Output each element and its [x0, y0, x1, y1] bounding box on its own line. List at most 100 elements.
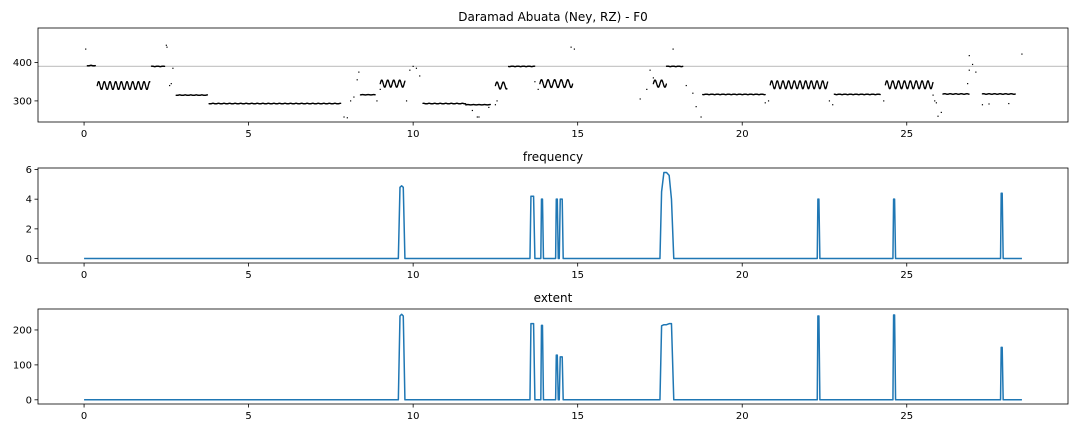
f0-point [662, 81, 664, 83]
f0-point [122, 85, 124, 87]
f0-point [350, 100, 352, 102]
f0-point [125, 83, 127, 85]
f0-xtick-label: 0 [81, 129, 87, 140]
f0-point [803, 83, 805, 85]
f0-point [388, 83, 390, 85]
f0-point [784, 85, 786, 87]
f0-point [814, 86, 816, 88]
f0-point [928, 83, 930, 85]
f0-point [791, 87, 793, 89]
f0-point [555, 81, 557, 83]
f0-point [905, 84, 907, 87]
f0-point [147, 86, 149, 88]
f0-point [823, 84, 825, 86]
f0-point [549, 83, 551, 85]
f0-point [559, 81, 561, 83]
f0-point [542, 81, 544, 83]
extent-ticks: 0 5 10 15 20 25 0 100 200 [13, 325, 913, 422]
f0-point [786, 84, 788, 86]
f0-point [116, 86, 118, 88]
f0-point [774, 85, 777, 87]
f0-point [98, 82, 101, 84]
f0-point [775, 82, 777, 84]
frequency-ytick-label: 4 [26, 195, 32, 206]
frequency-xtick-label: 20 [736, 270, 749, 281]
f0-point [775, 83, 777, 86]
f0-point [891, 82, 893, 84]
f0-point [820, 86, 822, 88]
f0-point [922, 81, 924, 83]
f0-point [911, 85, 913, 88]
f0-point [382, 82, 384, 85]
f0-point [789, 84, 791, 86]
f0-point [913, 85, 915, 87]
f0-point [769, 84, 771, 86]
f0-point [811, 82, 813, 84]
f0-point [565, 82, 567, 84]
f0-point [800, 84, 803, 87]
f0-point [107, 86, 109, 89]
f0-point [497, 84, 500, 87]
f0-point [931, 83, 934, 85]
f0-point [568, 81, 570, 83]
f0-point [908, 85, 910, 87]
f0-point [539, 82, 541, 84]
f0-point [108, 84, 110, 86]
f0-point [110, 82, 112, 84]
frequency-ytick-label: 0 [26, 254, 32, 265]
f0-point [913, 86, 915, 89]
f0-point [971, 63, 974, 66]
f0-point [815, 83, 817, 85]
f0-point [127, 82, 129, 84]
f0-point [798, 83, 800, 86]
f0-point [898, 82, 901, 84]
f0-point [784, 85, 786, 88]
f0-point [786, 85, 788, 87]
f0-point [805, 81, 808, 84]
f0-point [501, 83, 503, 85]
f0-point [400, 82, 402, 84]
f0-point [376, 100, 378, 102]
f0-point [394, 83, 396, 85]
f0-point [809, 81, 812, 84]
f0-point [556, 84, 558, 86]
f0-point [788, 81, 790, 83]
f0-point [809, 82, 811, 84]
f0-point [108, 82, 110, 85]
f0-point [662, 83, 665, 85]
f0-point [382, 83, 384, 85]
f0-point [409, 69, 411, 71]
f0-point [148, 83, 150, 85]
f0-point [138, 82, 140, 85]
f0-point [146, 87, 149, 89]
f0-point [905, 85, 907, 87]
f0-point [968, 69, 970, 71]
f0-point [572, 83, 574, 85]
f0-point [385, 84, 387, 86]
f0-point [789, 86, 792, 88]
f0-point [136, 85, 138, 88]
f0-point [913, 86, 915, 88]
f0-point [555, 82, 557, 84]
f0-point [893, 85, 896, 87]
f0-point [665, 83, 667, 85]
f0-point [382, 82, 384, 84]
f0-point [786, 82, 789, 84]
f0-point [385, 83, 387, 86]
f0-point [107, 87, 109, 89]
f0-point [142, 84, 144, 87]
f0-panel: Daramad Abuata (Ney, RZ) - F0 0 5 10 15 20 25… [13, 10, 1069, 140]
f0-point [379, 82, 382, 84]
f0-point [777, 82, 779, 84]
f0-point [905, 83, 907, 85]
f0-point [904, 82, 907, 84]
f0-point [767, 100, 770, 102]
f0-point [826, 84, 828, 86]
f0-point [534, 65, 536, 67]
f0-point [928, 82, 930, 84]
f0-point [388, 82, 390, 84]
f0-point [791, 85, 794, 87]
f0-point [99, 86, 101, 88]
f0-point [795, 84, 797, 86]
